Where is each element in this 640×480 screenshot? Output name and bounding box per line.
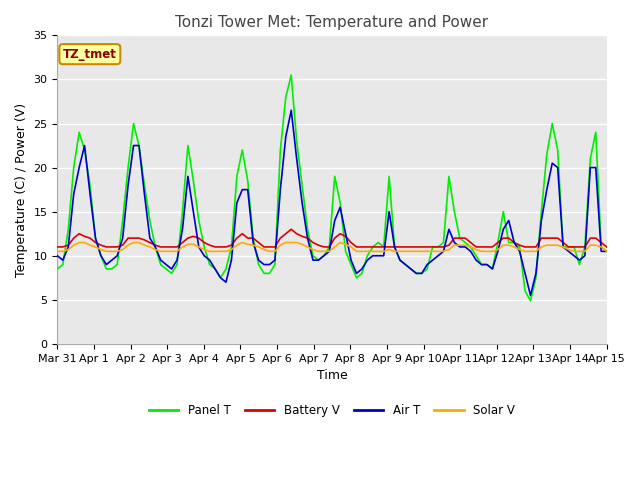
X-axis label: Time: Time: [317, 369, 348, 382]
Y-axis label: Temperature (C) / Power (V): Temperature (C) / Power (V): [15, 103, 28, 276]
Title: Tonzi Tower Met: Temperature and Power: Tonzi Tower Met: Temperature and Power: [175, 15, 488, 30]
Text: TZ_tmet: TZ_tmet: [63, 48, 116, 60]
Legend: Panel T, Battery V, Air T, Solar V: Panel T, Battery V, Air T, Solar V: [144, 399, 520, 421]
